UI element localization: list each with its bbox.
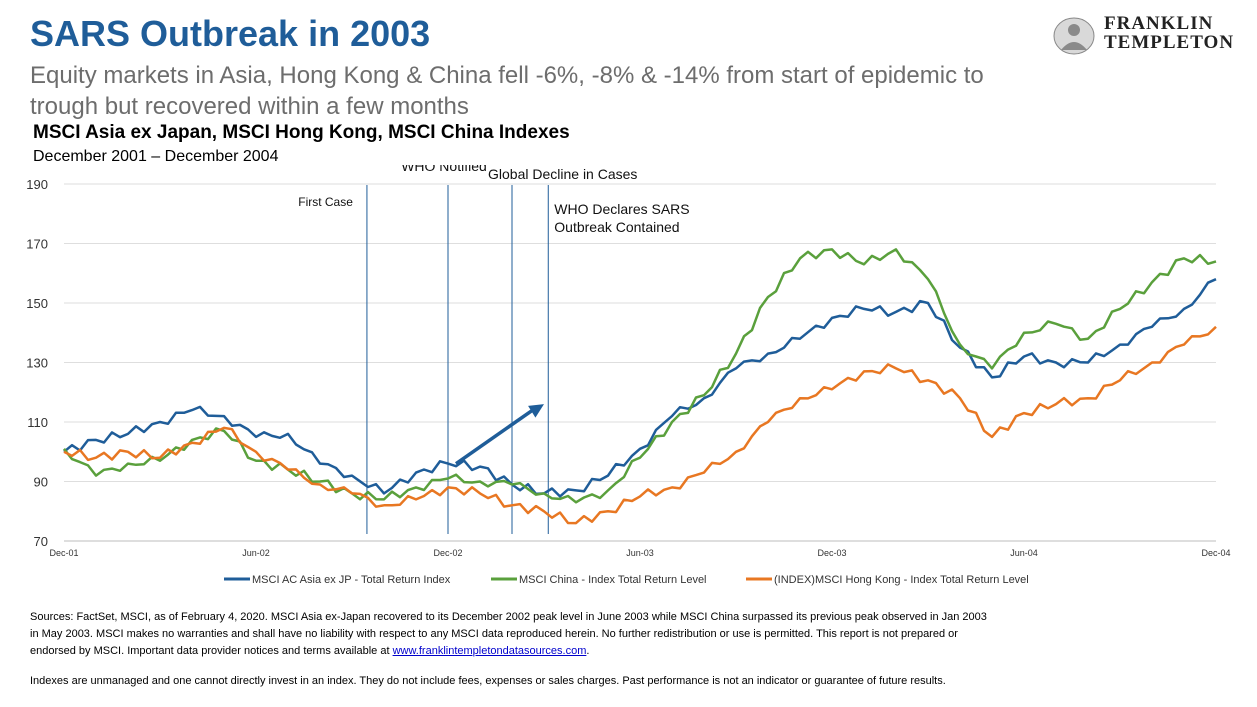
x-tick-label: Jun-02 — [242, 548, 270, 558]
y-axis-ticks: 70 90 110 130 150 170 190 — [26, 177, 48, 549]
logo-wordmark: FRANKLIN TEMPLETON — [1104, 14, 1234, 52]
event-label: WHO Notified — [401, 165, 487, 174]
chart-title: MSCI Asia ex Japan, MSCI Hong Kong, MSCI… — [33, 122, 570, 143]
line-chart: 70 90 110 130 150 170 190 Dec-01 Jun-02 Dec-02 Ju… — [26, 165, 1230, 586]
y-tick-label: 130 — [26, 356, 48, 371]
x-tick-label: Dec-01 — [49, 548, 78, 558]
chart-date-range: December 2001 – December 2004 — [33, 148, 279, 165]
trend-arrow — [454, 404, 544, 466]
series-lines — [63, 248, 1217, 525]
page-title: SARS Outbreak in 2003 — [30, 13, 431, 54]
event-label: WHO Declares SARS — [554, 201, 689, 217]
series-line — [63, 325, 1217, 525]
event-label: First Case — [298, 195, 353, 209]
event-label: Outbreak Contained — [554, 219, 679, 235]
y-tick-label: 190 — [26, 177, 48, 192]
x-tick-label: Dec-02 — [433, 548, 462, 558]
y-tick-label: 70 — [34, 534, 48, 549]
data-sources-link[interactable]: www.franklintempletondatasources.com — [392, 645, 587, 657]
x-axis-ticks: Dec-01 Jun-02 Dec-02 Jun-03 Dec-03 Jun-04 Dec-… — [49, 548, 1230, 558]
x-tick-label: Dec-03 — [817, 548, 846, 558]
arrow-shaft — [454, 407, 536, 466]
x-tick-label: Jun-03 — [626, 548, 654, 558]
event-label: Global Decline in Cases — [488, 166, 637, 182]
gridlines — [64, 183, 1216, 542]
franklin-templeton-logo: FRANKLIN TEMPLETON — [1052, 14, 1242, 60]
legend: MSCI AC Asia ex JP - Total Return Index M… — [224, 574, 1029, 586]
sources-end: . — [586, 645, 590, 657]
legend-label: (INDEX)MSCI Hong Kong - Index Total Retu… — [774, 574, 1029, 586]
y-tick-label: 90 — [34, 475, 48, 490]
logo-line-1: FRANKLIN — [1104, 13, 1214, 34]
benjamin-franklin-seal-icon — [1053, 17, 1095, 55]
y-tick-label: 150 — [26, 296, 48, 311]
sources-text: Sources: FactSet, MSCI, as of February 4… — [30, 611, 987, 657]
y-tick-label: 170 — [26, 237, 48, 252]
legend-label: MSCI AC Asia ex JP - Total Return Index — [252, 574, 451, 586]
sources-note: Sources: FactSet, MSCI, as of February 4… — [30, 609, 995, 660]
arrow-head — [528, 404, 544, 418]
page-subtitle: Equity markets in Asia, Hong Kong & Chin… — [30, 62, 984, 120]
x-tick-label: Dec-04 — [1201, 548, 1230, 558]
legend-label: MSCI China - Index Total Return Level — [519, 574, 707, 586]
logo-line-2: TEMPLETON — [1104, 32, 1235, 53]
y-tick-label: 110 — [27, 415, 48, 430]
disclaimer-note: Indexes are unmanaged and one cannot dir… — [30, 675, 946, 687]
x-tick-label: Jun-04 — [1010, 548, 1038, 558]
series-line — [63, 248, 1217, 504]
series-line — [63, 278, 1217, 498]
event-annotations: First Case WHO Notified Global Decline in … — [298, 165, 690, 534]
